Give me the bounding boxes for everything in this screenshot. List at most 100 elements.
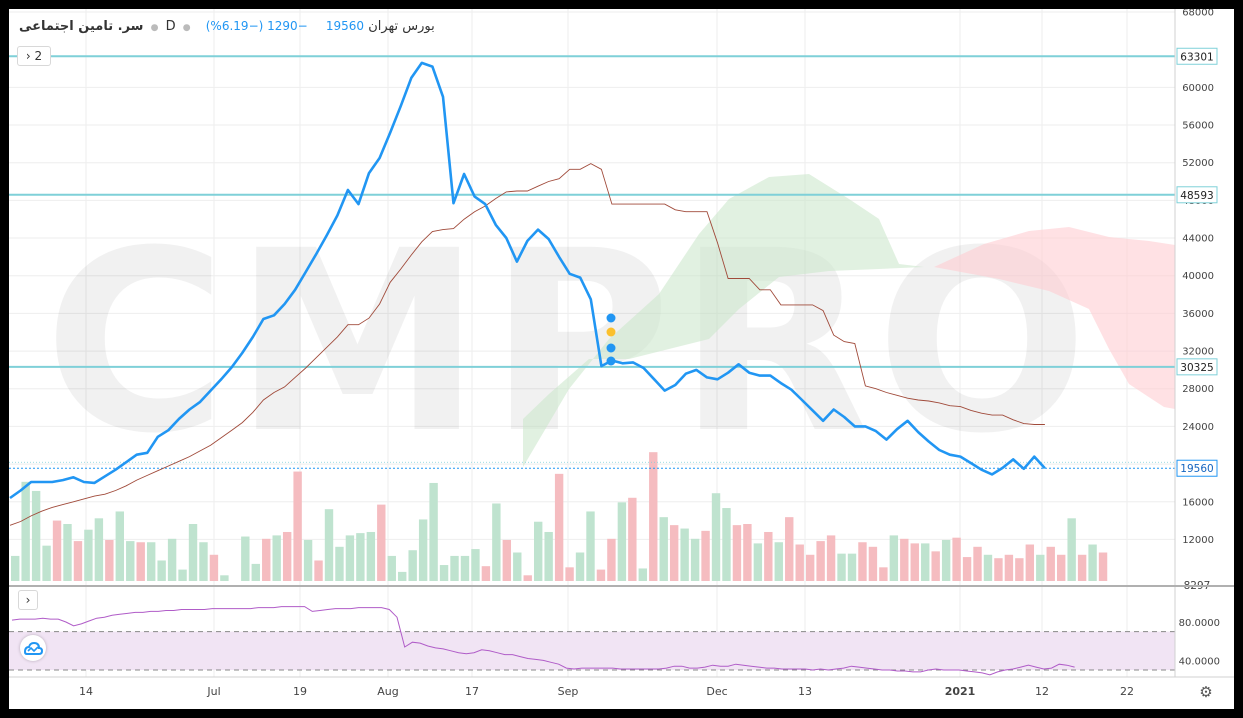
volume-bar [900,538,909,581]
last-price-label: 19560 [1180,463,1213,475]
price-tick-label: 40000 [1182,271,1214,282]
volume-bar [690,538,700,581]
volume-bar [157,560,166,581]
collapse-button[interactable]: › 2 [17,46,51,66]
volume-bar [868,546,878,581]
volume-bar [575,552,585,581]
volume-bar [335,546,344,581]
volume-bar [732,525,742,581]
volume-bar [115,511,124,581]
volume-bar [314,560,323,581]
volume-bar [1025,544,1035,581]
chart-frame[interactable]: CMPRO 80.0000 40.0000 68000 60000 56000 5200… [9,9,1234,709]
chart-canvas[interactable]: CMPRO 80.0000 40.0000 68000 60000 56000 5200… [9,9,1234,709]
volume-bar [649,452,658,581]
volume-bar [178,569,187,581]
volume-bar [931,551,940,581]
volume-bar [1077,554,1087,581]
volume-bar [565,567,574,581]
volume-bar [858,542,867,581]
volume-bar [534,521,543,581]
volume-bar [366,531,376,581]
volume-bars [11,452,1108,581]
indicator-panel: 80.0000 40.0000 [9,606,1220,676]
volume-bar [167,538,177,581]
volume-bar [450,555,459,581]
volume-bar [1015,558,1024,581]
volume-bar [429,482,438,581]
price-tick-label: 44000 [1182,234,1214,245]
volume-bar [73,541,83,581]
volume-bar [293,471,302,581]
volume-bar [439,565,449,581]
volume-bar [42,545,51,581]
volume-bar [805,554,815,581]
time-tick-label: 12 [1035,685,1049,698]
volume-bar [481,566,491,581]
expand-button[interactable]: › [18,590,38,610]
volume-bar [795,544,804,581]
volume-bar [722,508,731,581]
volume-bar [241,536,250,581]
price-tick-label: 32000 [1182,347,1214,358]
settings-gear-icon[interactable]: ⚙ [1199,683,1213,701]
time-tick-label: 17 [465,685,479,698]
volume-bar [199,542,208,581]
volume-bar [973,546,982,581]
volume-bar [262,538,271,581]
bullish-cloud [523,174,924,467]
volume-bar [272,535,281,581]
chevron-right-icon: › [25,593,31,607]
volume-bar [847,553,857,581]
volume-bar [387,555,396,581]
horizontal-levels[interactable] [9,55,1175,469]
logo-icon[interactable] [20,635,46,661]
price-tick-label: 56000 [1182,121,1214,132]
indicator-tick-label: 40.0000 [1179,656,1220,667]
volume-bar [282,531,292,581]
volume-bar [523,575,532,581]
volume-bar [941,539,951,581]
last-price-box [1176,459,1218,477]
volume-bar [460,555,470,581]
volume-bar [983,554,993,581]
volume-bar [826,535,836,581]
price-tick-label: 68000 [1182,9,1214,19]
level-label-box [1176,358,1218,376]
time-tick-label: 22 [1120,685,1134,698]
interval-label[interactable]: D [165,19,176,34]
volume-bar [136,542,145,581]
price-line [9,61,1046,500]
time-tick-label: 13 [798,685,812,698]
collapse-count: 2 [34,49,43,63]
price-tick-label: 24000 [1182,422,1214,433]
time-tick-label: Sep [558,685,579,698]
volume-bar [617,502,627,581]
volume-bar [209,554,219,581]
price-tick-label: 36000 [1182,309,1214,320]
volume-bar [126,541,135,581]
volume-bar [962,557,972,581]
baseline-line [9,163,1045,526]
volume-bar [659,517,668,581]
time-tick-label: 19 [293,685,307,698]
volume-bar [1098,552,1108,581]
symbol-name[interactable]: سر. تامین اجتماعی [19,19,144,34]
volume-bar [952,537,961,581]
price-tick-label: 28000 [1182,384,1214,395]
bearish-cloud [934,227,1175,409]
time-tick-label: 14 [79,685,93,698]
legend-separator: ● [182,23,191,33]
volume-bar [921,543,930,581]
signal-marker [606,356,616,366]
legend-separator: ● [150,23,159,33]
volume-bar [554,473,564,581]
volume-bar [680,528,689,581]
volume-bar [84,529,93,581]
volume-bar [753,543,763,581]
volume-bar [31,490,41,581]
level-label-box [1176,186,1218,204]
volume-bar [324,509,334,581]
cloud-shapes [523,174,1175,467]
volume-bar [251,563,260,581]
